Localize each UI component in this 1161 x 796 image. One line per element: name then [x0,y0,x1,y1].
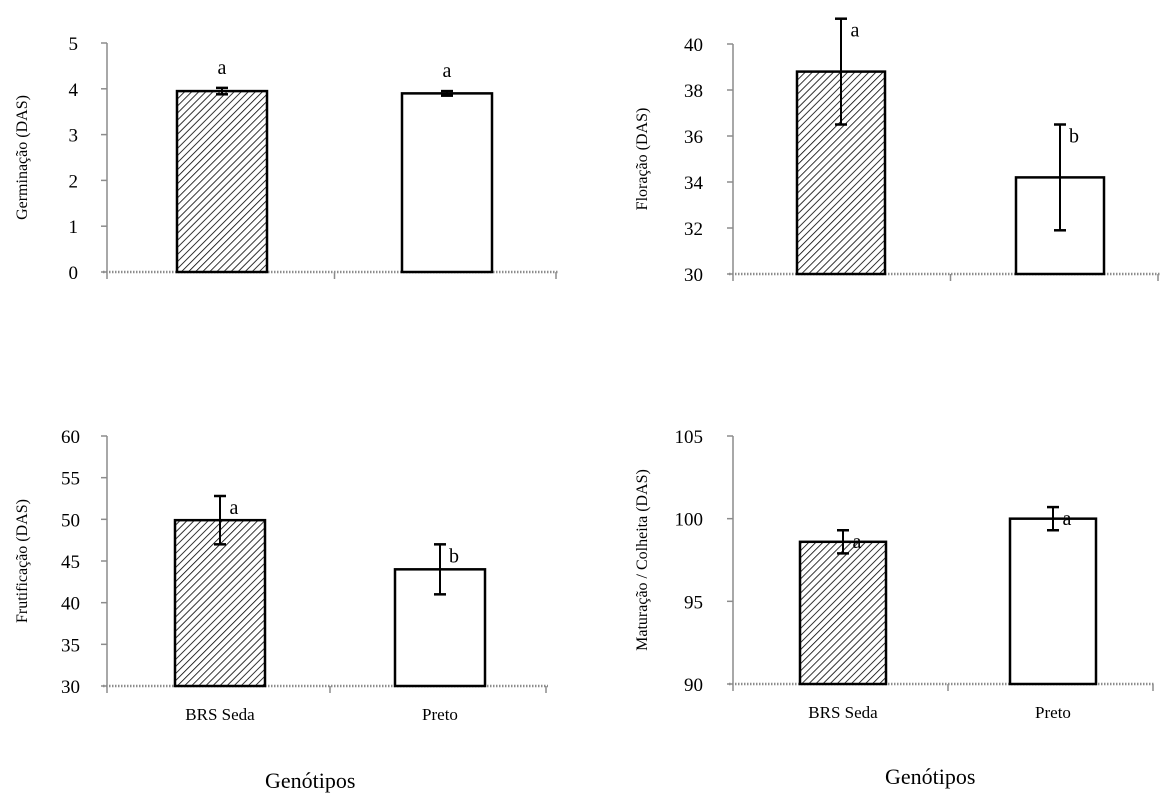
y-tick-label: 95 [684,592,703,613]
y-axis-label: Floração (DAS) [634,108,651,211]
bar-brs-seda [173,518,267,688]
y-tick-label: 5 [69,34,79,55]
y-tick-label: 32 [684,219,703,240]
chart-germinacao: 0 1 2 3 4 5 Germinação (DAS) a a [14,34,558,284]
significance-letter: a [443,60,452,82]
bar-preto [400,92,494,274]
significance-letter: b [449,545,459,567]
y-axis-label: Germinação (DAS) [14,95,31,220]
bar-brs-seda [175,89,269,274]
x-category-label: Preto [1035,703,1071,722]
significance-letter: a [230,497,239,519]
y-tick-label: 3 [69,126,79,147]
y-tick-label: 40 [61,594,80,615]
x-axis-label-right: Genótipos [885,764,976,789]
y-tick-label: 36 [684,127,703,148]
chart-frutificacao: 30 35 40 45 50 55 60 Frutificação (DAS) a BRS Sed… [14,427,548,724]
y-axis-label: Maturação / Colheita (DAS) [634,469,651,651]
bar-preto [1008,517,1098,686]
y-tick-label: 55 [61,469,80,490]
y-tick-label: 4 [69,80,79,101]
y-tick-label: 1 [69,217,79,238]
significance-letter: a [851,20,860,42]
significance-letter: a [853,531,862,553]
significance-letter: a [1063,508,1072,530]
y-axis-label: Frutificação (DAS) [14,499,31,623]
y-tick-label: 90 [684,675,703,696]
significance-letter: b [1069,126,1079,148]
y-tick-label: 2 [69,171,79,192]
y-tick-label: 45 [61,552,80,573]
x-category-label: BRS Seda [185,705,255,724]
y-tick-label: 0 [69,263,79,284]
significance-letter: a [218,57,227,79]
y-tick-label: 60 [61,427,80,448]
x-category-label: BRS Seda [808,703,878,722]
bar-brs-seda [798,540,888,686]
y-tick-label: 30 [61,677,80,698]
y-tick-label: 50 [61,510,80,531]
y-tick-label: 105 [675,427,704,448]
y-tick-label: 35 [61,635,80,656]
y-tick-label: 30 [684,265,703,286]
y-tick-label: 34 [684,173,704,194]
y-tick-label: 40 [684,35,703,56]
chart-floracao: 30 32 34 36 38 40 Floração (DAS) a b [634,17,1160,286]
y-tick-label: 38 [684,81,703,102]
x-category-label: Preto [422,705,458,724]
y-tick-label: 100 [675,510,704,531]
x-axis-label-left: Genótipos [265,768,356,793]
chart-maturacao-colheita: 90 95 100 105 Maturação / Colheita (DAS) a BRS… [634,427,1155,722]
